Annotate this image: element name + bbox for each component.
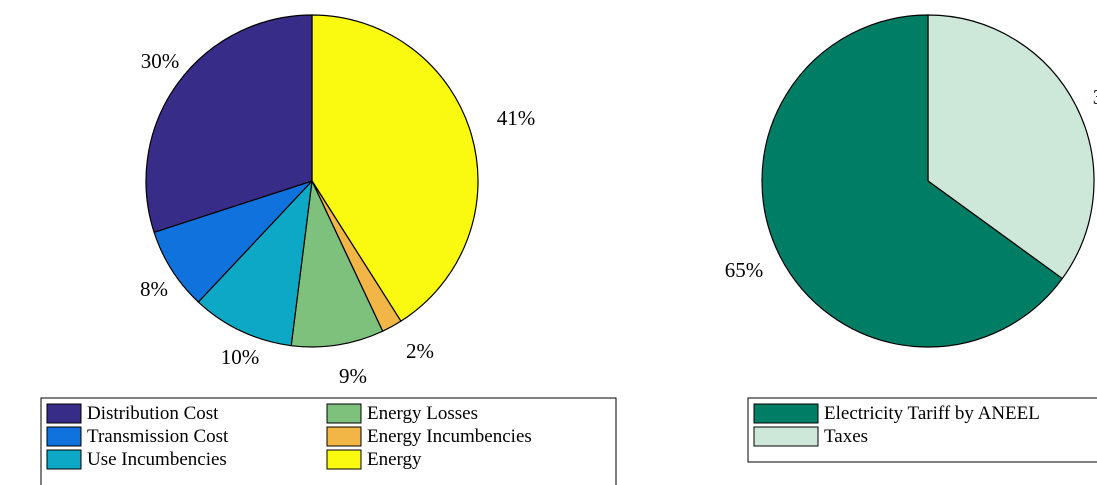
- legend-label-transmission-cost: Transmission Cost: [87, 426, 229, 447]
- slice-label-electricity-tariff-by-aneel: 65%: [725, 258, 764, 282]
- legend-swatch-use-incumbencies: [46, 449, 82, 470]
- legend-swatch-transmission-cost: [46, 426, 82, 447]
- pie-slice-energy: [311, 14, 479, 322]
- legend-swatch-distribution-cost: [46, 403, 82, 424]
- pie-chart-cost-breakdown: [145, 14, 479, 348]
- slice-label-energy-losses: 9%: [339, 364, 367, 388]
- slice-label-energy-incumbencies: 2%: [406, 339, 434, 363]
- legend-label-energy-incumbencies: Energy Incumbencies: [367, 426, 532, 447]
- legend-label-energy: Energy: [367, 449, 422, 470]
- pie-chart-tariff-vs-taxes: [761, 14, 1095, 348]
- legend-swatch-energy-losses: [326, 403, 362, 424]
- pie-chart-tariff-vs-taxes-labels: 35% 65%: [725, 85, 1097, 282]
- slice-label-energy: 41%: [497, 106, 536, 130]
- legend-label-taxes: Taxes: [824, 426, 868, 447]
- legend-label-use-incumbencies: Use Incumbencies: [87, 449, 227, 470]
- pie-chart-cost-breakdown-labels: 41% 2% 9% 10% 8% 30%: [140, 49, 535, 388]
- legend-label-distribution-cost: Distribution Cost: [87, 403, 219, 424]
- slice-label-distribution-cost: 30%: [141, 49, 180, 73]
- slice-label-use-incumbencies: 10%: [221, 345, 260, 369]
- pie-slice-electricity-tariff-by-aneel: [761, 14, 1063, 348]
- pie-slice-use-incumbencies: [197, 180, 313, 347]
- legend-swatch-taxes: [753, 426, 819, 447]
- legend-label-electricity-tariff-by-aneel: Electricity Tariff by ANEEL: [824, 403, 1040, 424]
- legend-label-energy-losses: Energy Losses: [367, 403, 478, 424]
- pie-slice-energy-losses: [290, 180, 384, 348]
- legend-swatch-energy-incumbencies: [326, 426, 362, 447]
- slice-label-taxes: 35%: [1093, 85, 1097, 109]
- legend-swatch-electricity-tariff-by-aneel: [753, 403, 819, 424]
- pie-slice-distribution-cost: [145, 14, 313, 233]
- slice-label-transmission-cost: 8%: [140, 277, 168, 301]
- legend-swatch-energy: [326, 449, 362, 470]
- pie-slice-taxes: [927, 14, 1095, 280]
